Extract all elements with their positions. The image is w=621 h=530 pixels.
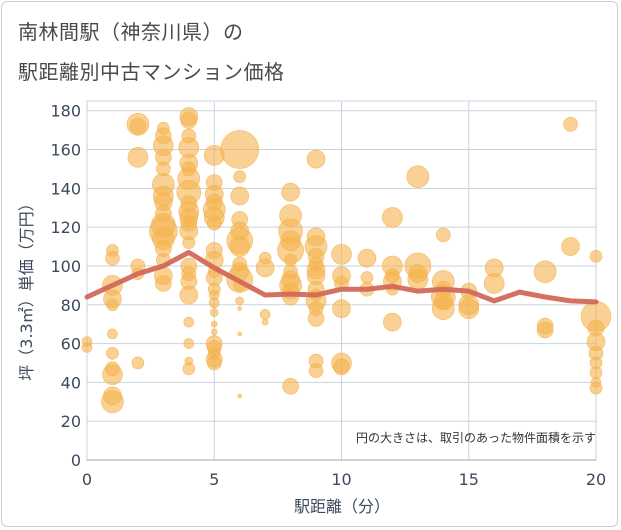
data-bubble bbox=[81, 342, 93, 353]
data-bubble bbox=[237, 306, 242, 311]
data-bubble bbox=[589, 249, 603, 263]
y-tick-label: 60 bbox=[61, 335, 81, 354]
data-bubble bbox=[431, 297, 455, 320]
data-bubble bbox=[360, 271, 374, 284]
data-bubble bbox=[483, 273, 505, 294]
data-bubble bbox=[563, 116, 578, 132]
data-bubble bbox=[220, 130, 259, 169]
x-tick-label: 0 bbox=[82, 470, 92, 489]
chart-annotation: 円の大きさは、取引のあった物件面積を示す bbox=[356, 430, 596, 445]
data-bubble bbox=[183, 338, 195, 349]
y-axis-label: 坪（3.3㎡）単価（万円） bbox=[17, 195, 36, 380]
data-bubble bbox=[261, 318, 269, 326]
data-bubble bbox=[331, 244, 352, 265]
y-tick-label: 180 bbox=[50, 102, 81, 121]
y-tick-label: 40 bbox=[61, 373, 81, 392]
axes: 0 20 40 60 80 100 120 140 160 180 0 5 10 15 20 bbox=[50, 102, 606, 489]
chart-title-line2: 駅距離別中古マンション価格 bbox=[18, 60, 285, 84]
data-bubble bbox=[259, 309, 271, 320]
y-tick-label: 80 bbox=[61, 296, 81, 315]
data-bubble bbox=[332, 299, 351, 318]
data-bubble bbox=[206, 355, 222, 371]
data-bubble bbox=[106, 346, 119, 360]
average-price-line bbox=[84, 249, 599, 305]
trend-series bbox=[84, 249, 599, 305]
data-bubble bbox=[533, 260, 557, 284]
x-tick-label: 10 bbox=[331, 470, 351, 489]
data-bubble bbox=[306, 149, 326, 169]
data-bubble bbox=[229, 236, 250, 257]
data-bubble bbox=[182, 362, 196, 376]
data-bubble bbox=[284, 253, 297, 267]
data-bubble bbox=[233, 170, 246, 183]
x-axis-label: 駅距離（分） bbox=[294, 497, 390, 516]
data-bubble bbox=[237, 331, 242, 337]
data-bubble bbox=[333, 358, 350, 376]
y-tick-label: 0 bbox=[71, 451, 81, 470]
bubble-series bbox=[81, 107, 612, 414]
data-bubble bbox=[255, 258, 275, 278]
data-bubble bbox=[101, 390, 124, 414]
y-tick-label: 120 bbox=[50, 218, 81, 237]
y-tick-label: 20 bbox=[61, 412, 81, 431]
data-bubble bbox=[382, 207, 403, 228]
data-bubble bbox=[435, 227, 451, 243]
data-bubble bbox=[182, 236, 196, 249]
data-bubble bbox=[179, 285, 199, 305]
data-bubble bbox=[307, 310, 325, 327]
data-bubble bbox=[536, 321, 554, 339]
data-bubble bbox=[180, 112, 198, 129]
data-bubble bbox=[210, 320, 218, 328]
x-tick-label: 20 bbox=[586, 470, 606, 489]
data-bubble bbox=[208, 297, 220, 309]
data-bubble bbox=[282, 377, 299, 395]
data-bubble bbox=[127, 146, 149, 168]
data-bubble bbox=[107, 328, 118, 340]
data-bubble bbox=[131, 356, 145, 370]
data-bubble bbox=[105, 250, 120, 266]
y-tick-label: 140 bbox=[50, 179, 81, 198]
data-bubble bbox=[235, 296, 244, 306]
data-bubble bbox=[407, 269, 429, 290]
data-bubble bbox=[129, 117, 147, 135]
data-bubble bbox=[458, 298, 480, 319]
x-tick-label: 5 bbox=[209, 470, 219, 489]
x-tick-label: 15 bbox=[459, 470, 479, 489]
data-bubble bbox=[237, 393, 242, 399]
data-bubble bbox=[183, 316, 195, 328]
y-tick-label: 160 bbox=[50, 141, 81, 160]
data-bubble bbox=[561, 237, 580, 256]
data-bubble bbox=[383, 312, 402, 332]
data-bubble bbox=[230, 186, 249, 206]
data-bubble bbox=[106, 298, 119, 312]
data-bubble bbox=[206, 215, 222, 231]
data-bubble bbox=[155, 275, 172, 292]
chart-title-line1: 南林間駅（神奈川県）の bbox=[18, 20, 244, 44]
data-bubble bbox=[357, 248, 377, 268]
data-bubble bbox=[308, 363, 324, 379]
data-bubble bbox=[589, 366, 603, 379]
data-bubble bbox=[209, 308, 219, 317]
data-bubble bbox=[102, 364, 123, 385]
data-bubble bbox=[281, 182, 300, 202]
data-bubble bbox=[406, 165, 430, 188]
data-bubble bbox=[282, 288, 299, 306]
data-bubble bbox=[210, 328, 218, 336]
y-tick-label: 100 bbox=[50, 257, 81, 276]
data-bubble bbox=[589, 381, 603, 395]
